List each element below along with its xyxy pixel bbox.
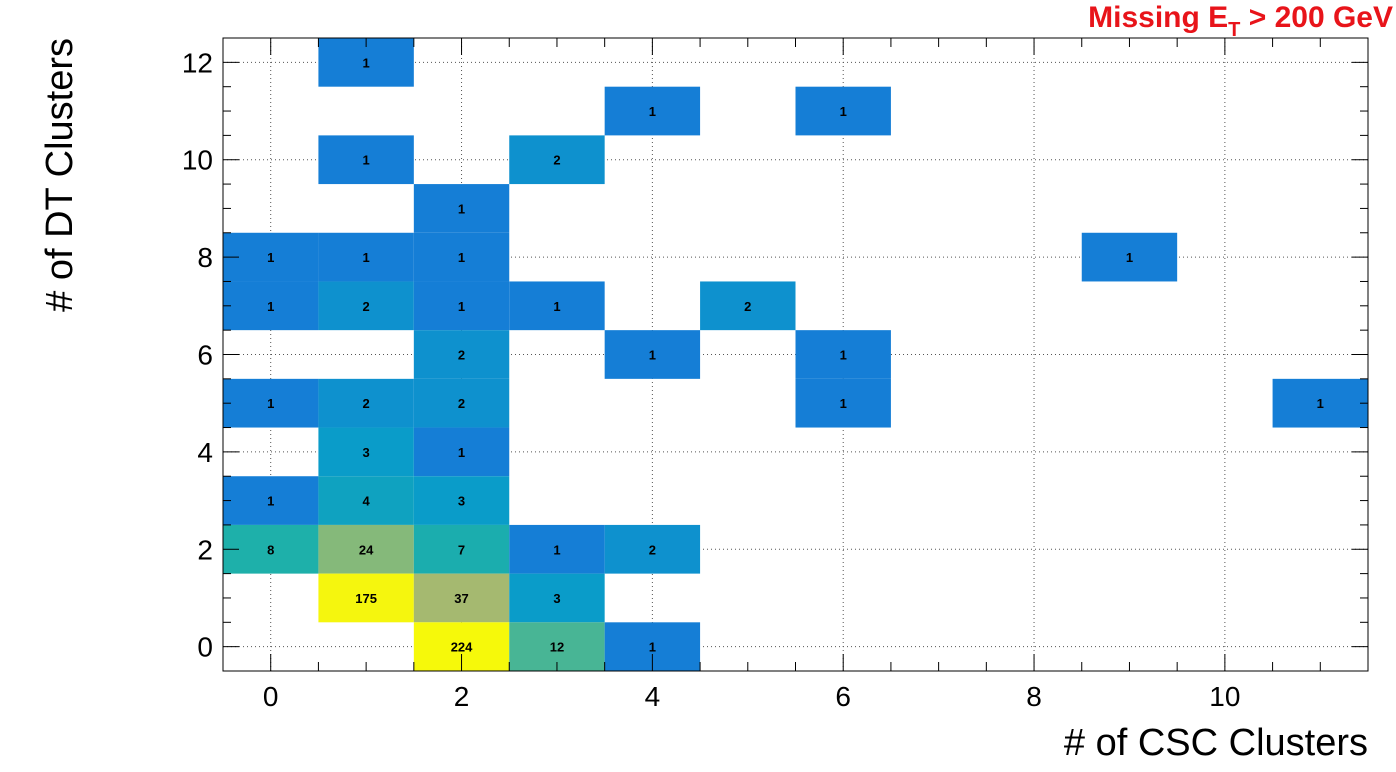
x-tick-label: 10	[1209, 681, 1240, 712]
heatmap-cell	[604, 330, 701, 379]
heatmap-cell	[318, 135, 414, 185]
chart-title: Missing ET > 200 GeV	[1088, 1, 1393, 41]
heatmap-cell	[318, 378, 414, 428]
heatmap-cell	[318, 524, 414, 574]
cell-value-label: 1	[649, 640, 656, 655]
heatmap-cell	[223, 378, 319, 428]
cell-value-label: 175	[355, 591, 377, 606]
heatmap-cells	[223, 38, 1368, 671]
x-tick-label: 2	[454, 681, 470, 712]
heatmap-cell	[795, 330, 891, 379]
y-tick-label: 10	[182, 145, 213, 176]
cell-value-label: 1	[1317, 396, 1324, 411]
cell-value-label: 1	[363, 55, 370, 70]
y-tick-label: 0	[197, 632, 213, 663]
cell-value-label: 1	[267, 396, 274, 411]
heatmap-cell	[1272, 378, 1368, 428]
x-tick-label: 8	[1026, 681, 1042, 712]
heatmap-cell	[413, 476, 510, 525]
cell-value-label: 1	[1126, 250, 1133, 265]
cell-value-label: 1	[458, 250, 465, 265]
heatmap-cell	[509, 281, 605, 331]
cell-value-label: 1	[267, 494, 274, 509]
cell-value-label: 1	[458, 299, 465, 314]
cell-value-label: 1	[553, 542, 560, 557]
cell-value-label: 3	[458, 494, 465, 509]
cell-value-label: 24	[359, 542, 374, 557]
chart-title-subscript: T	[1228, 19, 1240, 41]
cell-value-label: 12	[550, 640, 564, 655]
heatmap-cell	[1081, 232, 1178, 282]
cell-value-label: 2	[744, 299, 751, 314]
heatmap-cell	[318, 281, 414, 331]
heatmap-cell	[604, 524, 701, 574]
cell-value-label: 2	[363, 299, 370, 314]
y-tick-label: 2	[197, 534, 213, 565]
heatmap-cell	[413, 330, 510, 379]
heatmap-cell	[700, 281, 796, 331]
cell-value-label: 3	[363, 445, 370, 460]
x-tick-label: 4	[645, 681, 661, 712]
heatmap-cell	[223, 476, 319, 525]
heatmap-cell	[413, 281, 510, 331]
cell-value-label: 2	[458, 348, 465, 363]
cell-value-label: 1	[267, 299, 274, 314]
cell-value-label: 1	[458, 201, 465, 216]
cell-value-label: 4	[363, 494, 371, 509]
heatmap-cell	[604, 86, 701, 136]
heatmap-cell	[795, 86, 891, 136]
cell-value-label: 37	[454, 591, 468, 606]
heatmap-cell	[413, 524, 510, 574]
x-tick-label: 6	[835, 681, 851, 712]
cell-value-label: 1	[840, 348, 847, 363]
y-tick-label: 6	[197, 340, 213, 371]
heatmap-cell	[509, 524, 605, 574]
heatmap-cell	[413, 427, 510, 477]
heatmap-cell	[413, 232, 510, 282]
cell-value-label: 3	[553, 591, 560, 606]
heatmap-cell	[318, 573, 414, 623]
y-tick-label: 8	[197, 242, 213, 273]
cell-value-label: 1	[553, 299, 560, 314]
heatmap-cell	[318, 232, 414, 282]
cell-value-label: 1	[649, 348, 656, 363]
y-tick-label: 4	[197, 437, 213, 468]
cell-value-label: 1	[649, 104, 656, 119]
cell-value-label: 1	[267, 250, 274, 265]
heatmap-cell	[413, 378, 510, 428]
cell-value-label: 2	[649, 542, 656, 557]
heatmap-cell	[795, 378, 891, 428]
cell-value-label: 224	[451, 640, 473, 655]
cell-value-label: 2	[363, 396, 370, 411]
x-tick-label: 0	[263, 681, 279, 712]
cell-value-label: 1	[363, 153, 370, 168]
heatmap-cell	[318, 427, 414, 477]
heatmap-cell	[509, 573, 605, 623]
heatmap-cell	[413, 573, 510, 623]
heatmap-cell	[318, 476, 414, 525]
x-axis-title: # of CSC Clusters	[1064, 722, 1368, 764]
heatmap-cell	[509, 135, 605, 185]
heatmap-cell	[413, 184, 510, 233]
cell-value-label: 8	[267, 542, 274, 557]
cell-value-label: 1	[840, 104, 847, 119]
axis-ticks	[223, 38, 1368, 671]
chart-title-suffix: > 200 GeV	[1240, 1, 1393, 34]
y-axis-title: # of DT Clusters	[39, 38, 81, 312]
cell-value-label: 7	[458, 542, 465, 557]
heatmap-cell	[223, 281, 319, 331]
cell-value-label: 1	[840, 396, 847, 411]
cell-value-label: 2	[553, 153, 560, 168]
cell-value-label: 1	[363, 250, 370, 265]
y-tick-label: 12	[182, 47, 213, 78]
cell-value-label: 2	[458, 396, 465, 411]
cell-value-label: 1	[458, 445, 465, 460]
chart-title-prefix: Missing E	[1088, 1, 1228, 34]
